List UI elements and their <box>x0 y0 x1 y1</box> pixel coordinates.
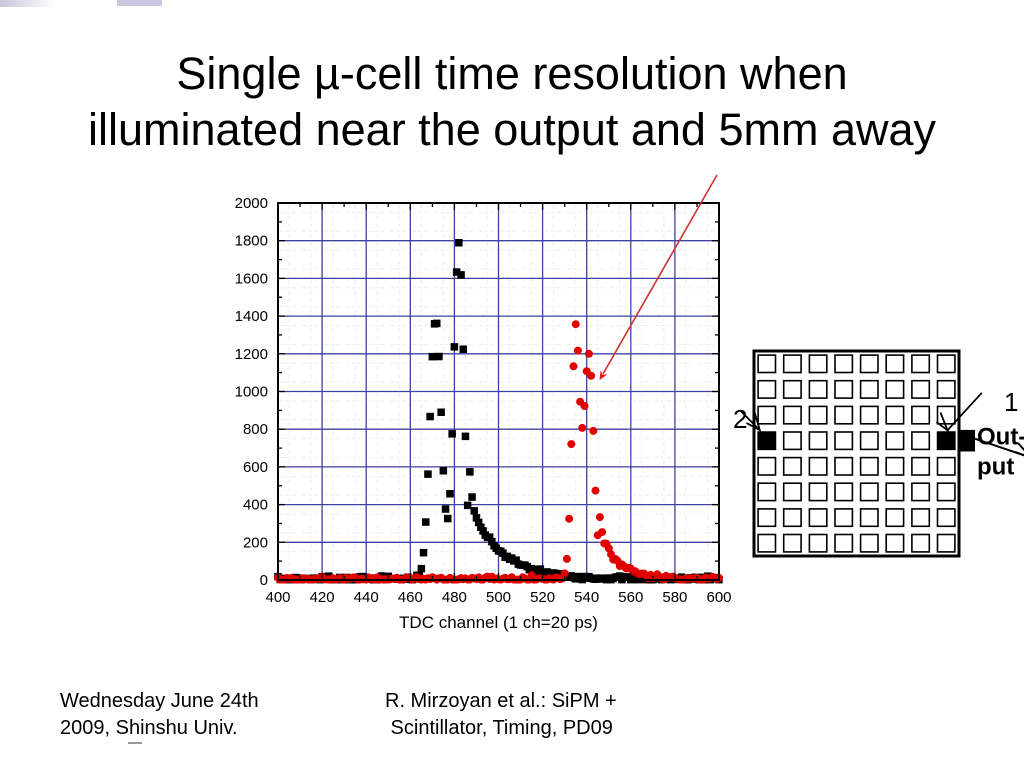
svg-text:440: 440 <box>354 589 379 606</box>
svg-text:400: 400 <box>265 589 290 606</box>
svg-text:460: 460 <box>398 589 423 606</box>
svg-text:1: 1 <box>1004 387 1018 417</box>
svg-text:500: 500 <box>486 589 511 606</box>
svg-text:TDC channel (1 ch=20 ps): TDC channel (1 ch=20 ps) <box>399 613 598 632</box>
svg-text:1800: 1800 <box>235 233 268 250</box>
svg-text:Out-: Out- <box>977 424 1024 451</box>
svg-text:400: 400 <box>243 497 268 514</box>
svg-text:540: 540 <box>574 589 599 606</box>
svg-text:2000: 2000 <box>235 195 268 212</box>
svg-text:600: 600 <box>706 589 731 606</box>
svg-text:1000: 1000 <box>235 384 268 401</box>
svg-text:1200: 1200 <box>235 346 268 363</box>
svg-text:put: put <box>977 454 1014 481</box>
svg-text:800: 800 <box>243 421 268 438</box>
svg-text:600: 600 <box>243 459 268 476</box>
svg-text:420: 420 <box>310 589 335 606</box>
svg-text:520: 520 <box>530 589 555 606</box>
svg-text:1600: 1600 <box>235 270 268 287</box>
svg-text:200: 200 <box>243 534 268 551</box>
svg-text:580: 580 <box>662 589 687 606</box>
svg-text:480: 480 <box>442 589 467 606</box>
svg-text:1400: 1400 <box>235 308 268 325</box>
svg-text:560: 560 <box>618 589 643 606</box>
svg-text:2: 2 <box>733 404 747 434</box>
svg-text:0: 0 <box>260 572 268 589</box>
